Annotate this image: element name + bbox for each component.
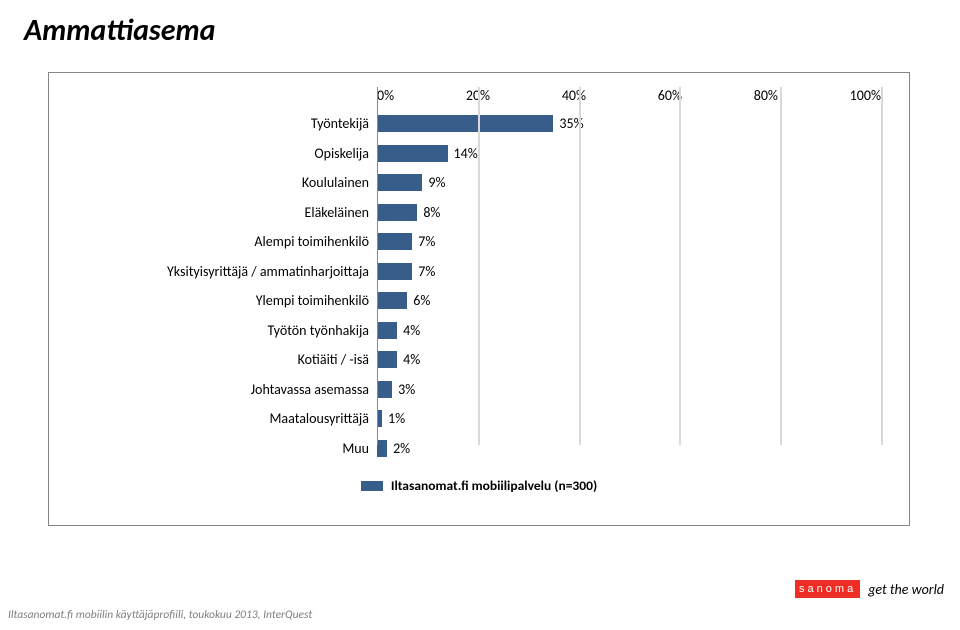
bar-row: 1% [377, 404, 881, 434]
x-tick-label: 60% [658, 87, 682, 104]
bar [377, 381, 392, 398]
category-label: Maatalousyrittäjä [77, 404, 377, 434]
value-label: 1% [388, 410, 405, 427]
legend-swatch [361, 481, 383, 491]
bar-row: 8% [377, 198, 881, 228]
bar [377, 322, 397, 339]
value-label: 8% [423, 204, 440, 221]
bar [377, 233, 412, 250]
brand-logo-text: sanoma [799, 583, 856, 595]
bar-row: 3% [377, 375, 881, 405]
brand-logo: sanoma [795, 580, 860, 598]
category-label: Johtavassa asemassa [77, 375, 377, 405]
value-label: 7% [418, 233, 435, 250]
category-label: Ylempi toimihenkilö [77, 286, 377, 316]
value-label: 9% [428, 174, 445, 191]
category-label: Eläkeläinen [77, 198, 377, 228]
x-tick-label: 0% [377, 87, 394, 104]
legend: Iltasanomat.fi mobiilipalvelu (n=300) [77, 467, 881, 494]
value-label: 7% [418, 263, 435, 280]
gridline [780, 87, 782, 445]
gridline [881, 87, 883, 445]
category-label: Opiskelija [77, 139, 377, 169]
value-label: 4% [403, 351, 420, 368]
value-label: 6% [413, 292, 430, 309]
bar [377, 440, 387, 457]
value-label: 14% [454, 145, 478, 162]
value-label: 4% [403, 322, 420, 339]
page-title: Ammattiasema [24, 12, 215, 49]
footer-text: Iltasanomat.fi mobiilin käyttäjäprofiili… [8, 608, 312, 622]
bar-row: 6% [377, 286, 881, 316]
bar [377, 115, 553, 132]
chart-container: TyöntekijäOpiskelijaKoululainenEläkeläin… [48, 72, 910, 526]
value-label: 2% [393, 440, 410, 457]
value-label: 3% [398, 381, 415, 398]
bar-row: 7% [377, 227, 881, 257]
bar-row: 35% [377, 109, 881, 139]
bar [377, 292, 407, 309]
x-axis-labels: 0%20%40%60%80%100% [377, 87, 881, 104]
bar-row: 9% [377, 168, 881, 198]
category-label: Yksityisyrittäjä / ammatinharjoittaja [77, 257, 377, 287]
bar-row: 2% [377, 434, 881, 464]
gridline [478, 87, 480, 445]
brand-tagline: get the world [868, 581, 944, 598]
legend-label: Iltasanomat.fi mobiilipalvelu (n=300) [391, 477, 597, 494]
bar-row: 14% [377, 139, 881, 169]
bar [377, 263, 412, 280]
bar [377, 145, 448, 162]
plot-area: 0%20%40%60%80%100% 35%14%9%8%7%7%6%4%4%3… [377, 87, 881, 461]
bar [377, 174, 422, 191]
gridline [579, 87, 581, 445]
bar-row: 4% [377, 316, 881, 346]
gridline [679, 87, 681, 445]
bars: 35%14%9%8%7%7%6%4%4%3%1%2% [377, 109, 881, 445]
category-label: Koululainen [77, 168, 377, 198]
x-tick-label: 80% [754, 87, 778, 104]
gridline [377, 87, 378, 445]
y-axis-labels: TyöntekijäOpiskelijaKoululainenEläkeläin… [77, 87, 377, 467]
brand: sanoma get the world [795, 580, 944, 598]
bar [377, 351, 397, 368]
category-label: Muu [77, 434, 377, 464]
x-tick-label: 40% [562, 87, 586, 104]
category-label: Työntekijä [77, 109, 377, 139]
bar-row: 7% [377, 257, 881, 287]
category-label: Kotiäiti / -isä [77, 345, 377, 375]
category-label: Alempi toimihenkilö [77, 227, 377, 257]
bar [377, 204, 417, 221]
x-tick-label: 100% [850, 87, 881, 104]
category-label: Työtön työnhakija [77, 316, 377, 346]
bar-row: 4% [377, 345, 881, 375]
